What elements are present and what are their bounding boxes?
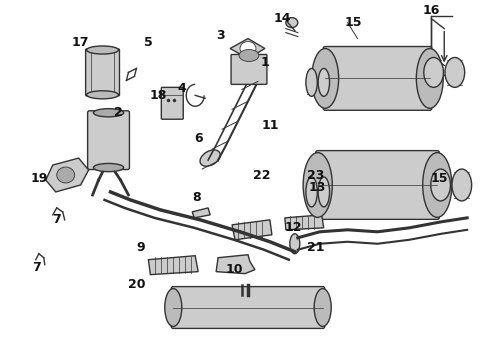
Text: 11: 11 bbox=[261, 119, 278, 132]
Text: 10: 10 bbox=[225, 263, 243, 276]
Text: 18: 18 bbox=[149, 89, 167, 102]
Ellipse shape bbox=[444, 58, 464, 87]
Ellipse shape bbox=[422, 153, 451, 217]
Ellipse shape bbox=[305, 68, 317, 96]
Text: 15: 15 bbox=[429, 171, 447, 185]
Ellipse shape bbox=[86, 91, 118, 99]
Ellipse shape bbox=[318, 68, 329, 96]
Ellipse shape bbox=[164, 289, 182, 327]
Ellipse shape bbox=[93, 109, 123, 117]
Polygon shape bbox=[285, 215, 323, 230]
Polygon shape bbox=[148, 256, 198, 275]
Ellipse shape bbox=[285, 18, 297, 28]
Text: 5: 5 bbox=[143, 36, 152, 49]
Ellipse shape bbox=[430, 169, 449, 201]
Polygon shape bbox=[192, 208, 210, 218]
FancyBboxPatch shape bbox=[87, 111, 129, 170]
Text: 20: 20 bbox=[127, 278, 145, 291]
Text: 15: 15 bbox=[344, 16, 362, 29]
Text: 1: 1 bbox=[260, 56, 269, 69]
Text: 14: 14 bbox=[272, 12, 290, 25]
Text: 19: 19 bbox=[30, 171, 47, 185]
Polygon shape bbox=[216, 255, 254, 274]
Text: 7: 7 bbox=[52, 213, 61, 226]
Ellipse shape bbox=[240, 41, 255, 55]
FancyBboxPatch shape bbox=[161, 87, 183, 119]
Text: 23: 23 bbox=[306, 168, 324, 181]
Ellipse shape bbox=[200, 150, 220, 166]
Ellipse shape bbox=[415, 49, 442, 108]
Text: 21: 21 bbox=[306, 241, 324, 254]
FancyBboxPatch shape bbox=[230, 54, 266, 84]
FancyBboxPatch shape bbox=[171, 287, 324, 328]
Ellipse shape bbox=[305, 177, 317, 207]
Text: 13: 13 bbox=[308, 181, 325, 194]
Polygon shape bbox=[232, 220, 271, 240]
Text: 22: 22 bbox=[253, 168, 270, 181]
Ellipse shape bbox=[451, 169, 470, 201]
Ellipse shape bbox=[86, 46, 118, 54]
Text: 7: 7 bbox=[32, 261, 41, 274]
Text: 2: 2 bbox=[114, 106, 122, 119]
Text: 17: 17 bbox=[72, 36, 89, 49]
Text: 4: 4 bbox=[178, 82, 186, 95]
Text: 6: 6 bbox=[193, 132, 202, 145]
FancyBboxPatch shape bbox=[85, 49, 119, 96]
Ellipse shape bbox=[239, 50, 259, 62]
Ellipse shape bbox=[93, 163, 123, 172]
Text: 8: 8 bbox=[191, 192, 200, 204]
FancyBboxPatch shape bbox=[323, 46, 431, 110]
Text: 16: 16 bbox=[422, 4, 439, 17]
FancyBboxPatch shape bbox=[315, 150, 438, 219]
Ellipse shape bbox=[311, 49, 338, 108]
Polygon shape bbox=[229, 39, 264, 58]
Ellipse shape bbox=[313, 289, 330, 327]
Text: 12: 12 bbox=[285, 221, 302, 234]
Ellipse shape bbox=[423, 58, 443, 87]
Text: 9: 9 bbox=[136, 241, 144, 254]
Ellipse shape bbox=[303, 153, 332, 217]
Text: 3: 3 bbox=[215, 29, 224, 42]
Polygon shape bbox=[46, 158, 88, 192]
Ellipse shape bbox=[318, 177, 329, 207]
Ellipse shape bbox=[57, 167, 75, 183]
Ellipse shape bbox=[289, 234, 299, 254]
